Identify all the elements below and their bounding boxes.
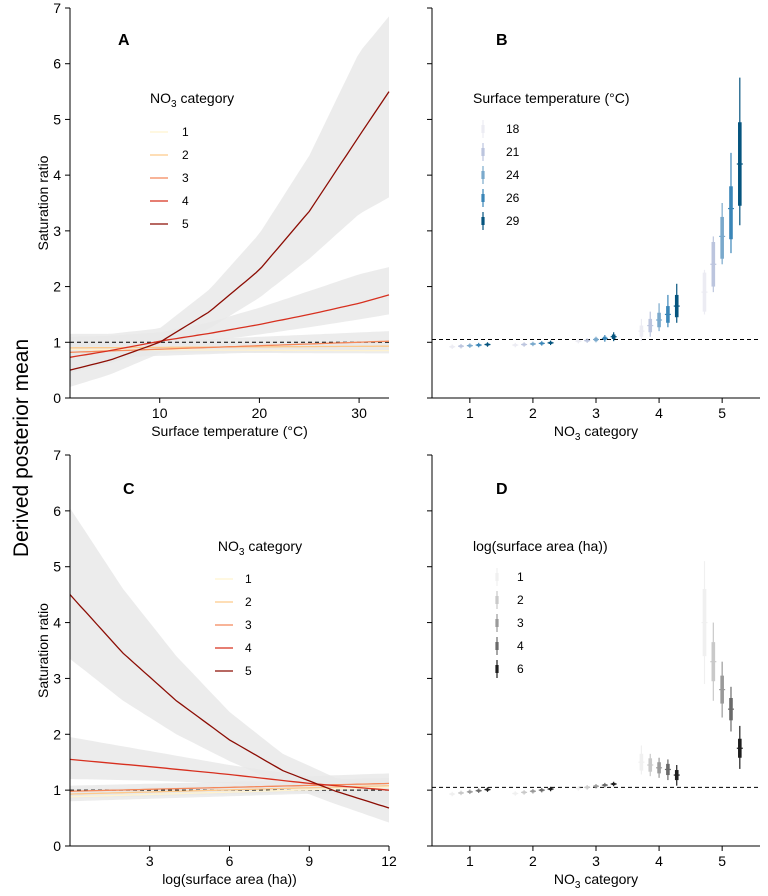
panel-c-line-series-3 [69, 782, 390, 792]
panel-b-x-tick-label: 2 [529, 405, 537, 421]
panel-a-line-series-3 [69, 340, 390, 353]
panel-a-legend-title: NO3 category [150, 90, 234, 110]
panel-d-legend-label-4: 4 [517, 639, 524, 653]
panel-c-band-series-5 [70, 508, 389, 823]
panel-c-y-tick-label: 4 [53, 615, 61, 631]
panel-a-x-tick-label: 10 [152, 405, 168, 421]
panel-b-legend-label-26: 26 [506, 191, 520, 205]
panel-c-x-tick-label: 6 [226, 853, 234, 869]
panel-b-x-axis-label: NO3 category [554, 423, 638, 443]
panel-a-y-tick-label: 5 [53, 111, 61, 127]
panel-b-letter: B [496, 32, 508, 49]
panel-b-legend-label-18: 18 [506, 122, 520, 136]
panel-c-y-tick-label: 1 [53, 782, 61, 798]
panel-a-y-tick-label: 0 [53, 390, 61, 406]
panel-d-x-tick-label: 1 [466, 853, 474, 869]
panel-c-legend-label-3: 3 [245, 618, 252, 632]
panel-d-legend-label-3: 3 [517, 616, 524, 630]
panel-a-legend-label-5: 5 [182, 217, 189, 231]
panel-c-legend-label-2: 2 [245, 595, 252, 609]
panel-a-legend-label-4: 4 [182, 194, 189, 208]
panel-a-line-series-5 [69, 91, 390, 371]
panel-c-line-series-2 [69, 785, 390, 795]
panel-a: A 0 1 2 3 4 5 6 7 Saturation ratio 10 20 30 Surface … [35, 0, 390, 439]
panel-b-legend-label-21: 21 [506, 145, 520, 159]
panel-d-legend-label-6: 6 [517, 662, 524, 676]
panel-d-x-tick-label: 5 [718, 853, 726, 869]
panel-a-y-tick-label: 3 [53, 223, 61, 239]
panel-c-line-series-1 [69, 786, 390, 798]
panel-a-x-tick-label: 30 [351, 405, 367, 421]
panel-a-line-series-1 [70, 348, 389, 352]
panel-c-y-tick-label: 3 [53, 670, 61, 686]
panel-c-legend-label-1: 1 [245, 572, 252, 586]
panel-c-x-tick-label: 12 [381, 853, 397, 869]
panel-c-y-tick-label: 5 [53, 559, 61, 575]
panel-d-legend-label-2: 2 [517, 593, 524, 607]
panel-a-y-tick-label: 4 [53, 167, 61, 183]
panel-c-y-tick-label: 7 [53, 447, 61, 463]
panel-c-legend-label-5: 5 [245, 664, 252, 678]
panel-d-letter: D [496, 481, 508, 498]
panel-c-x-tick-label: 3 [146, 853, 154, 869]
panel-c-y-tick-label: 2 [53, 726, 61, 742]
panel-a-line-series-4 [69, 294, 390, 358]
panel-d-legend-label-1: 1 [517, 570, 524, 584]
panel-a-y-tick-label: 2 [53, 279, 61, 295]
panel-a-x-tick-label: 20 [252, 405, 268, 421]
panel-a-y-tick-label: 1 [53, 334, 61, 350]
panel-c-letter: C [123, 481, 135, 498]
panel-d-x-tick-label: 2 [529, 853, 537, 869]
panel-c-y-tick-label: 0 [53, 838, 61, 854]
panel-b-x-tick-label: 1 [466, 405, 474, 421]
panel-b-x-tick-label: 5 [718, 405, 726, 421]
panel-a-legend-label-3: 3 [182, 171, 189, 185]
panel-a-legend-label-1: 1 [182, 125, 189, 139]
panel-a-y-tick-label: 7 [53, 0, 61, 16]
panel-a-letter: A [118, 32, 130, 49]
shared-y-axis-label: Derived posterior mean [10, 339, 33, 557]
panel-d-legend-title: log(surface area (ha)) [473, 538, 608, 554]
panel-b-legend-label-29: 29 [506, 214, 520, 228]
panel-c-legend-label-4: 4 [245, 641, 252, 655]
panel-b-legend-title: Surface temperature (°C) [473, 90, 630, 106]
panel-b-x-tick-label: 4 [655, 405, 663, 421]
panel-c-y-axis-label: Saturation ratio [35, 603, 51, 698]
panel-a-legend-label-2: 2 [182, 148, 189, 162]
panel-c-x-axis-label: log(surface area (ha)) [162, 871, 297, 887]
panel-c-y-tick-label: 6 [53, 503, 61, 519]
panel-a-x-axis-label: Surface temperature (°C) [151, 423, 308, 439]
panel-b: B 1 2 3 4 5 NO3 category Surface temperature (… [427, 7, 760, 443]
panel-b-legend-label-24: 24 [506, 168, 520, 182]
panel-d: D 1 2 3 4 5 NO3 category log(surface area (ha)… [427, 454, 760, 891]
panel-c-line-series-5 [69, 594, 390, 809]
panel-a-y-axis-label: Saturation ratio [35, 155, 51, 250]
panel-c-legend-title: NO3 category [218, 538, 302, 558]
panel-b-x-tick-label: 3 [592, 405, 600, 421]
panel-c-line-series-4 [69, 758, 390, 791]
panel-d-x-axis-label: NO3 category [554, 871, 638, 891]
panel-a-y-tick-label: 6 [53, 56, 61, 72]
panel-c-x-tick-label: 9 [305, 853, 313, 869]
panel-d-x-tick-label: 3 [592, 853, 600, 869]
panel-d-x-tick-label: 4 [655, 853, 663, 869]
